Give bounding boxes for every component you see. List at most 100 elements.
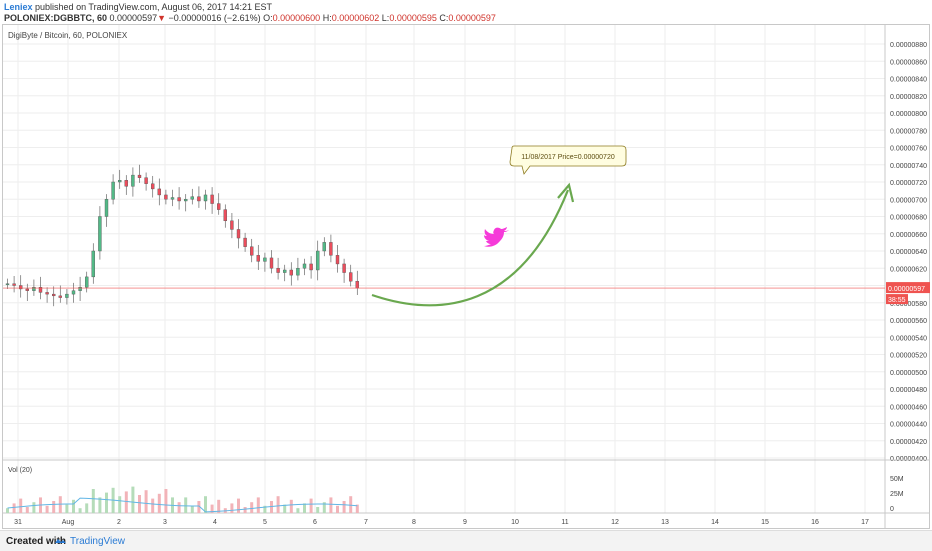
symbol-label: POLONIEX:DGBBTC, 60 [4, 13, 108, 23]
candle-body [210, 194, 214, 204]
volume-bar [217, 499, 221, 513]
candle-body [91, 250, 96, 278]
publish-info: published on TradingView.com, August 06,… [35, 2, 273, 12]
price-tick-label: 0.00000760 [890, 146, 927, 153]
volume-tick-label: 50M [890, 476, 904, 483]
chart-title: DigiByte / Bitcoin, 60, POLONIEX [8, 31, 128, 40]
low-value: 0.00000595 [389, 13, 437, 23]
candle-body [269, 257, 274, 269]
candle-body [249, 246, 254, 256]
price-tick-label: 0.00000740 [890, 163, 927, 170]
volume-bar [355, 504, 359, 513]
volume-bar [197, 501, 201, 513]
candle-body [78, 287, 82, 291]
publish-line: Leniex published on TradingView.com, Aug… [4, 2, 272, 12]
forecast-callout [509, 145, 627, 175]
footer-bar: Created with TradingView [0, 530, 932, 551]
author-link[interactable]: Leniex [4, 2, 33, 12]
price-tick-label: 0.00000480 [890, 387, 927, 394]
volume-tick-label: 0 [890, 506, 894, 513]
candle-body [170, 197, 175, 200]
candle-body [157, 188, 162, 196]
time-tick-label: 15 [761, 519, 769, 526]
open-label: O: [263, 13, 273, 23]
volume-bar [289, 499, 293, 513]
time-tick-label: 16 [811, 519, 819, 526]
candle-body [124, 180, 129, 187]
low-label: L: [381, 13, 390, 23]
price-tick-label: 0.00000880 [890, 42, 927, 49]
price-tick-label: 0.00000440 [890, 422, 927, 429]
close-value: 0.00000597 [448, 13, 496, 23]
ohlc-line: POLONIEX:DGBBTC, 60 0.00000597▼ −0.00000… [4, 13, 496, 23]
candle-body [276, 268, 280, 273]
volume-bar [6, 508, 9, 513]
volume-bar [118, 496, 122, 513]
forecast-callout-text: 11/08/2017 Price=0.00000720 [521, 154, 615, 161]
price-tick-label: 0.00000840 [890, 77, 927, 84]
volume-bar [276, 496, 280, 513]
volume-bar [303, 503, 306, 513]
volume-bar [256, 497, 260, 513]
candle-body [216, 203, 221, 210]
price-tick-label: 0.00000620 [890, 266, 927, 273]
price-tick-label: 0.00000640 [890, 249, 927, 256]
candle-body [164, 194, 168, 200]
volume-bar [283, 504, 287, 513]
candle-body [5, 283, 10, 285]
volume-bar [138, 495, 141, 513]
volume-bar [52, 501, 56, 513]
volume-bar [250, 502, 254, 513]
high-label: H: [322, 13, 332, 23]
candle-body [84, 276, 89, 288]
current-price-label: 0.00000597 [888, 286, 925, 293]
candle-body [329, 242, 333, 256]
current-price-tag [886, 282, 930, 294]
created-with-label: Created with [6, 536, 67, 547]
volume-bar [19, 498, 23, 513]
tradingview-brand[interactable]: TradingView [70, 536, 126, 547]
volume-bar [85, 503, 89, 513]
time-tick-label: 14 [711, 519, 719, 526]
high-value: 0.00000602 [331, 13, 380, 23]
price-change: −0.00000016 (−2.61%) [168, 13, 261, 23]
price-tick-label: 0.00000460 [890, 404, 927, 411]
volume-bar [72, 499, 75, 513]
candle-body [236, 229, 241, 239]
candle-body [45, 292, 49, 295]
volume-bar [329, 497, 333, 513]
time-tick-label: 10 [511, 519, 519, 526]
volume-bar [263, 505, 267, 513]
volume-bar [190, 505, 194, 513]
volume-bar [131, 486, 135, 513]
volume-bar [32, 502, 36, 513]
candle-body [263, 257, 267, 262]
candle-body [309, 263, 313, 271]
candle-body [197, 196, 201, 202]
candle-body [190, 196, 195, 200]
candle-body [203, 194, 208, 202]
candle-body [104, 199, 109, 217]
time-tick-label: 7 [364, 519, 368, 526]
time-tick-label: 9 [463, 519, 467, 526]
volume-bar [342, 501, 346, 513]
candle-body [230, 220, 234, 230]
candle-body [117, 180, 122, 183]
candle-body [283, 269, 287, 273]
chart-frame [2, 24, 930, 529]
volume-bar [124, 491, 128, 513]
volume-bar [204, 496, 207, 513]
price-chart[interactable]: 0.00000880 0.00000860 0.00000840 0.00000820… [0, 0, 932, 530]
price-tick-label: 0.00000520 [890, 353, 927, 360]
volume-bar [25, 507, 29, 513]
time-tick-label: 4 [213, 519, 217, 526]
time-tick-label: 13 [661, 519, 669, 526]
price-tick-label: 0.00000540 [890, 335, 927, 342]
candle-body [38, 287, 43, 293]
price-tick-label: 0.00000720 [890, 180, 927, 187]
time-tick-label: 5 [263, 519, 267, 526]
close-label: C: [439, 13, 449, 23]
candle-body [223, 209, 228, 222]
candle-body [65, 293, 69, 298]
candle-body [32, 287, 36, 291]
